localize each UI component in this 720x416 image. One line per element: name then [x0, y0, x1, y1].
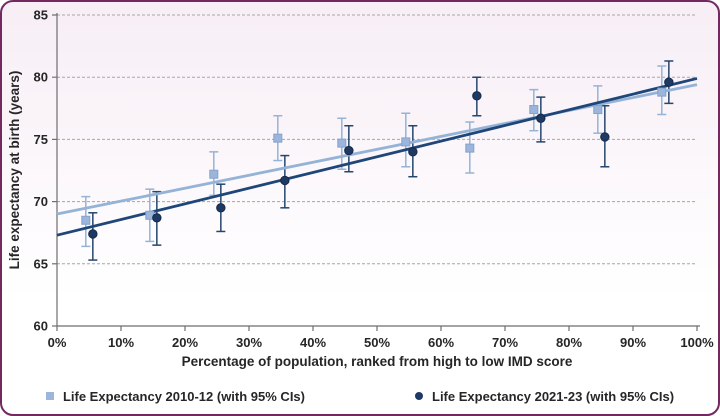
data-point-0-75: [529, 105, 539, 115]
legend: Life Expectancy 2010-12 (with 95% CIs) L…: [2, 383, 718, 409]
data-point-1-95: [664, 77, 674, 87]
data-point-0-25: [209, 169, 219, 179]
data-point-1-55: [408, 147, 418, 157]
y-tick-label-85: 85: [34, 8, 48, 23]
data-point-0-55: [401, 137, 411, 147]
y-tick-label-80: 80: [34, 70, 48, 85]
x-tick-label-40: 40%: [300, 335, 326, 350]
legend-item-2021-23: Life Expectancy 2021-23 (with 95% CIs): [415, 389, 674, 404]
legend-item-2010-12: Life Expectancy 2010-12 (with 95% CIs): [45, 388, 305, 404]
data-point-1-85: [600, 132, 610, 142]
x-tick-label-60: 60%: [428, 335, 454, 350]
data-point-1-65: [472, 91, 482, 101]
data-point-1-15: [152, 213, 162, 223]
x-tick-label-90: 90%: [620, 335, 646, 350]
x-axis-title: Percentage of population, ranked from hi…: [182, 354, 573, 369]
x-tick-label-80: 80%: [556, 335, 582, 350]
legend-label: Life Expectancy 2021-23 (with 95% CIs): [432, 388, 675, 404]
y-axis-title: Life expectancy at birth (years): [7, 71, 22, 270]
data-point-1-35: [280, 175, 290, 186]
x-tick-label-50: 50%: [364, 335, 390, 350]
trendline-1: [56, 77, 698, 237]
data-point-1-5: [88, 229, 98, 239]
square-marker-icon: [45, 392, 54, 400]
x-tick-label-20: 20%: [172, 335, 198, 350]
x-tick-label-10: 10%: [108, 335, 134, 350]
data-point-1-25: [216, 203, 226, 213]
data-point-0-35: [273, 133, 283, 143]
data-point-1-75: [536, 113, 546, 123]
data-point-0-85: [593, 105, 603, 115]
x-tick-label-70: 70%: [492, 335, 518, 350]
data-point-0-5: [81, 215, 91, 225]
data-point-0-45: [337, 138, 347, 148]
data-point-0-65: [465, 143, 475, 153]
y-tick-label-75: 75: [34, 132, 48, 147]
x-tick-label-30: 30%: [236, 335, 262, 350]
legend-label: Life Expectancy 2010-12 (with 95% CIs): [62, 388, 305, 404]
y-tick-label-60: 60: [34, 319, 48, 334]
circle-marker-icon: [415, 392, 423, 400]
data-point-0-95: [657, 87, 667, 97]
y-tick-label-70: 70: [34, 194, 48, 209]
y-tick-label-65: 65: [34, 256, 48, 271]
data-point-1-45: [344, 145, 354, 156]
x-tick-label-0: 0%: [48, 335, 67, 350]
x-tick-label-100: 100%: [680, 335, 714, 350]
trendline-0: [56, 83, 698, 216]
